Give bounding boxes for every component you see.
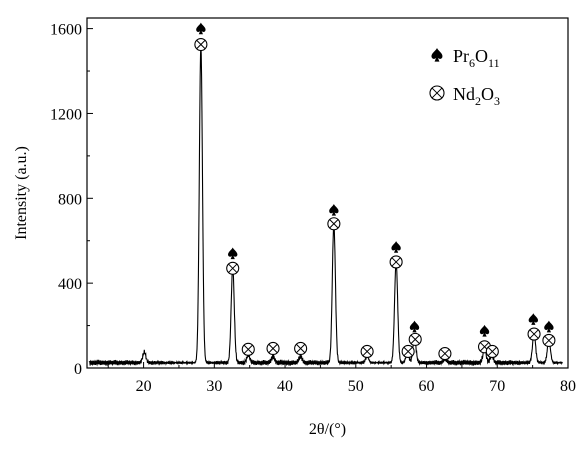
nd2o3-circle-cross-marker xyxy=(360,344,374,359)
legend-circle-cross-shape xyxy=(429,85,445,101)
pr6o11-spade-marker xyxy=(528,313,539,325)
nd2o3-circle-cross-marker xyxy=(266,341,280,356)
nd2o3-circle-cross-marker xyxy=(542,333,556,347)
y-axis-label: Intensity (a.u.) xyxy=(13,146,30,240)
legend-entry-pr6o11: Pr6O11 xyxy=(431,46,500,70)
pr6o11-spade-marker xyxy=(196,22,206,35)
legend-label-pr6o11: Pr6O11 xyxy=(453,46,500,70)
x-tick-label: 80 xyxy=(560,378,576,395)
pr6o11-spade-marker xyxy=(228,247,238,260)
pr6o11-spade-marker xyxy=(479,324,490,337)
nd2o3-circle-cross-marker xyxy=(226,261,240,275)
pr6o11-spade-marker xyxy=(409,320,420,333)
x-tick-label: 30 xyxy=(206,378,222,395)
nd2o3-circle-cross-marker xyxy=(438,347,452,361)
y-tick-label: 1200 xyxy=(50,106,82,123)
nd2o3-circle-cross-marker xyxy=(194,37,208,52)
nd2o3-circle-cross-marker xyxy=(485,344,499,359)
legend-spade-icon xyxy=(431,48,443,62)
x-axis-label: 2θ/(°) xyxy=(309,421,346,438)
x-tick-label: 50 xyxy=(348,378,364,395)
pr6o11-spade-marker xyxy=(329,203,339,216)
x-tick-label: 60 xyxy=(419,378,435,395)
axes xyxy=(86,17,569,369)
y-tick-label: 1600 xyxy=(50,22,82,39)
pr6o11-spade-marker xyxy=(391,241,401,253)
nd2o3-circle-cross-marker xyxy=(401,344,415,359)
legend-entry-nd2o3: Nd2O3 xyxy=(429,84,500,108)
nd2o3-circle-cross-marker xyxy=(527,327,541,341)
nd2o3-circle-cross-marker xyxy=(327,217,341,231)
legend: Pr6O11 Nd2O3 xyxy=(429,46,500,108)
nd2o3-circle-cross-marker xyxy=(389,255,403,269)
nd2o3-circle-cross-marker xyxy=(408,332,422,346)
legend-label-nd2o3: Nd2O3 xyxy=(453,84,500,108)
plot-frame xyxy=(86,17,569,369)
legend-circle-cross-icon xyxy=(429,85,445,101)
x-tick-label: 70 xyxy=(489,378,505,395)
y-tick-label: 800 xyxy=(58,191,82,208)
nd2o3-circle-cross-marker xyxy=(294,341,308,356)
x-tick-label: 20 xyxy=(136,378,152,395)
pr6o11-spade-marker xyxy=(544,320,554,333)
x-tick-label: 40 xyxy=(277,378,293,395)
y-tick-label: 0 xyxy=(74,361,82,378)
y-tick-label: 400 xyxy=(58,276,82,293)
nd2o3-circle-cross-marker xyxy=(241,342,255,356)
peak-markers xyxy=(194,22,556,361)
